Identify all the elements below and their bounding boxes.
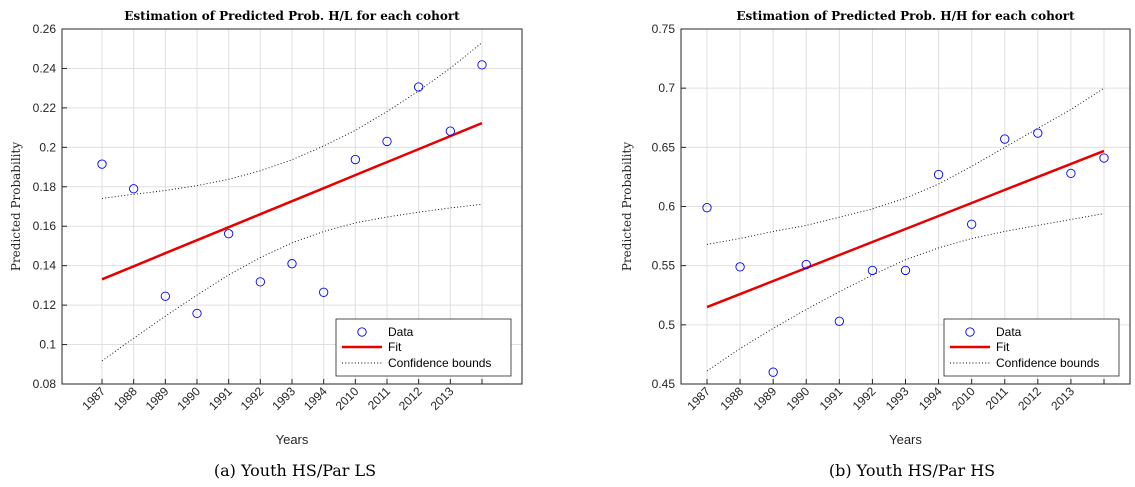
x-tick-label: 2013	[428, 384, 457, 413]
data-point	[319, 287, 329, 297]
data-point	[192, 308, 202, 319]
x-tick-label: 1987	[684, 384, 713, 413]
y-tick-label: 0.75	[652, 22, 676, 36]
data-point	[801, 259, 811, 270]
y-tick-label: 0.2	[39, 140, 56, 154]
y-tick-label: 0.22	[33, 101, 57, 115]
data-point	[1099, 153, 1109, 163]
data-point	[445, 126, 455, 136]
x-tick-label: 2012	[1015, 384, 1044, 413]
data-point	[97, 159, 107, 169]
x-tick-label: 1989	[143, 384, 172, 413]
y-tick-label: 0.12	[33, 298, 57, 312]
axes-frame	[680, 28, 1131, 385]
data-point	[1033, 128, 1043, 138]
data-point	[255, 277, 265, 287]
x-tick-label: 1994	[301, 384, 330, 413]
legend-label: Data	[996, 325, 1022, 339]
legend-label: Data	[388, 325, 414, 339]
y-axis-label: Predicted Probability	[620, 142, 634, 271]
x-tick-label: 1992	[238, 384, 267, 413]
x-tick-label: 1991	[206, 384, 235, 413]
data-point	[834, 316, 844, 326]
y-tick-label: 0.45	[652, 377, 676, 391]
data-point	[735, 262, 745, 272]
x-tick-label: 1989	[751, 384, 780, 413]
x-tick-label: 1993	[269, 384, 298, 413]
x-tick-label: 2010	[333, 384, 362, 413]
y-tick-label: 0.16	[33, 219, 57, 233]
x-tick-label: 1993	[883, 384, 912, 413]
legend-label: Fit	[388, 340, 402, 354]
y-tick-label: 0.26	[33, 22, 57, 36]
y-tick-label: 0.08	[33, 377, 57, 391]
data-point	[867, 265, 878, 276]
y-tick-label: 0.24	[33, 61, 57, 75]
figure-caption: (a) Youth HS/Par LS	[214, 461, 376, 480]
x-axis-label: Years	[276, 432, 309, 447]
x-tick-label: 2012	[396, 384, 425, 413]
x-tick-label: 2013	[1048, 384, 1077, 413]
x-tick-label: 1990	[174, 384, 203, 413]
confidence-lower-line	[706, 213, 1105, 372]
chart-title: Estimation of Predicted Prob. H/H for ea…	[736, 9, 1075, 23]
x-tick-label: 1988	[717, 384, 746, 413]
data-point	[1066, 168, 1076, 179]
data-point	[287, 259, 297, 269]
x-tick-label: 2011	[983, 384, 1011, 412]
x-tick-label: 1991	[817, 384, 846, 413]
data-point	[350, 154, 360, 165]
data-point	[382, 136, 392, 147]
chart-title: Estimation of Predicted Prob. H/L for ea…	[124, 9, 460, 23]
data-point	[933, 169, 944, 180]
data-point	[702, 203, 712, 213]
x-tick-label: 1987	[79, 384, 108, 413]
x-tick-label: 1992	[850, 384, 879, 413]
data-point	[129, 184, 139, 194]
x-axis-label: Years	[889, 432, 922, 447]
y-tick-label: 0.6	[658, 200, 675, 214]
y-tick-label: 0.1	[39, 338, 56, 352]
chart-panel-a: 0.08 0.1 0.12 0.14 0.16 0.18 0.2 0.22 0.24 0.26 19…	[9, 9, 523, 480]
x-tick-label: 1994	[916, 384, 945, 413]
fit-line	[101, 121, 483, 281]
legend-marker-data	[357, 327, 367, 337]
y-tick-label: 0.14	[33, 259, 57, 273]
x-tick-label: 2011	[365, 384, 393, 412]
x-tick-label: 1990	[784, 384, 813, 413]
y-tick-label: 0.7	[658, 81, 675, 95]
y-tick-label: 0.18	[33, 180, 57, 194]
data-point	[1000, 134, 1010, 144]
confidence-upper-line	[706, 87, 1105, 245]
figure-caption: (b) Youth HS/Par HS	[829, 461, 995, 480]
data-point	[900, 265, 911, 276]
confidence-lower-line	[101, 203, 483, 362]
data-point	[414, 82, 424, 92]
x-tick-label: 1988	[111, 384, 140, 413]
legend-label: Confidence bounds	[996, 356, 1099, 370]
y-tick-label: 0.65	[652, 140, 676, 154]
data-point	[967, 219, 977, 229]
data-point	[477, 60, 487, 70]
legend-label: Fit	[996, 340, 1010, 354]
legend-label: Confidence bounds	[388, 356, 491, 370]
data-point	[160, 291, 170, 301]
data-point	[224, 229, 234, 239]
data-point	[768, 367, 778, 377]
y-tick-label: 0.5	[658, 318, 675, 332]
fit-line	[706, 149, 1105, 309]
y-axis-label: Predicted Probability	[9, 142, 23, 271]
axes-frame	[61, 28, 523, 385]
y-tick-label: 0.55	[652, 259, 676, 273]
legend-marker-data	[965, 327, 975, 337]
x-tick-label: 2010	[949, 384, 978, 413]
